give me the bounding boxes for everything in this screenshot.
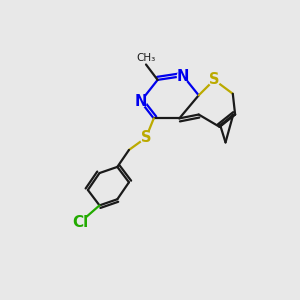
Circle shape	[73, 215, 87, 229]
Circle shape	[177, 70, 189, 82]
Text: Cl: Cl	[72, 215, 88, 230]
Text: S: S	[141, 130, 151, 145]
Text: N: N	[134, 94, 147, 109]
Circle shape	[208, 74, 220, 86]
Circle shape	[140, 132, 152, 143]
Text: CH₃: CH₃	[136, 53, 156, 63]
Text: N: N	[177, 68, 189, 83]
Text: S: S	[209, 72, 220, 87]
Circle shape	[135, 96, 146, 107]
